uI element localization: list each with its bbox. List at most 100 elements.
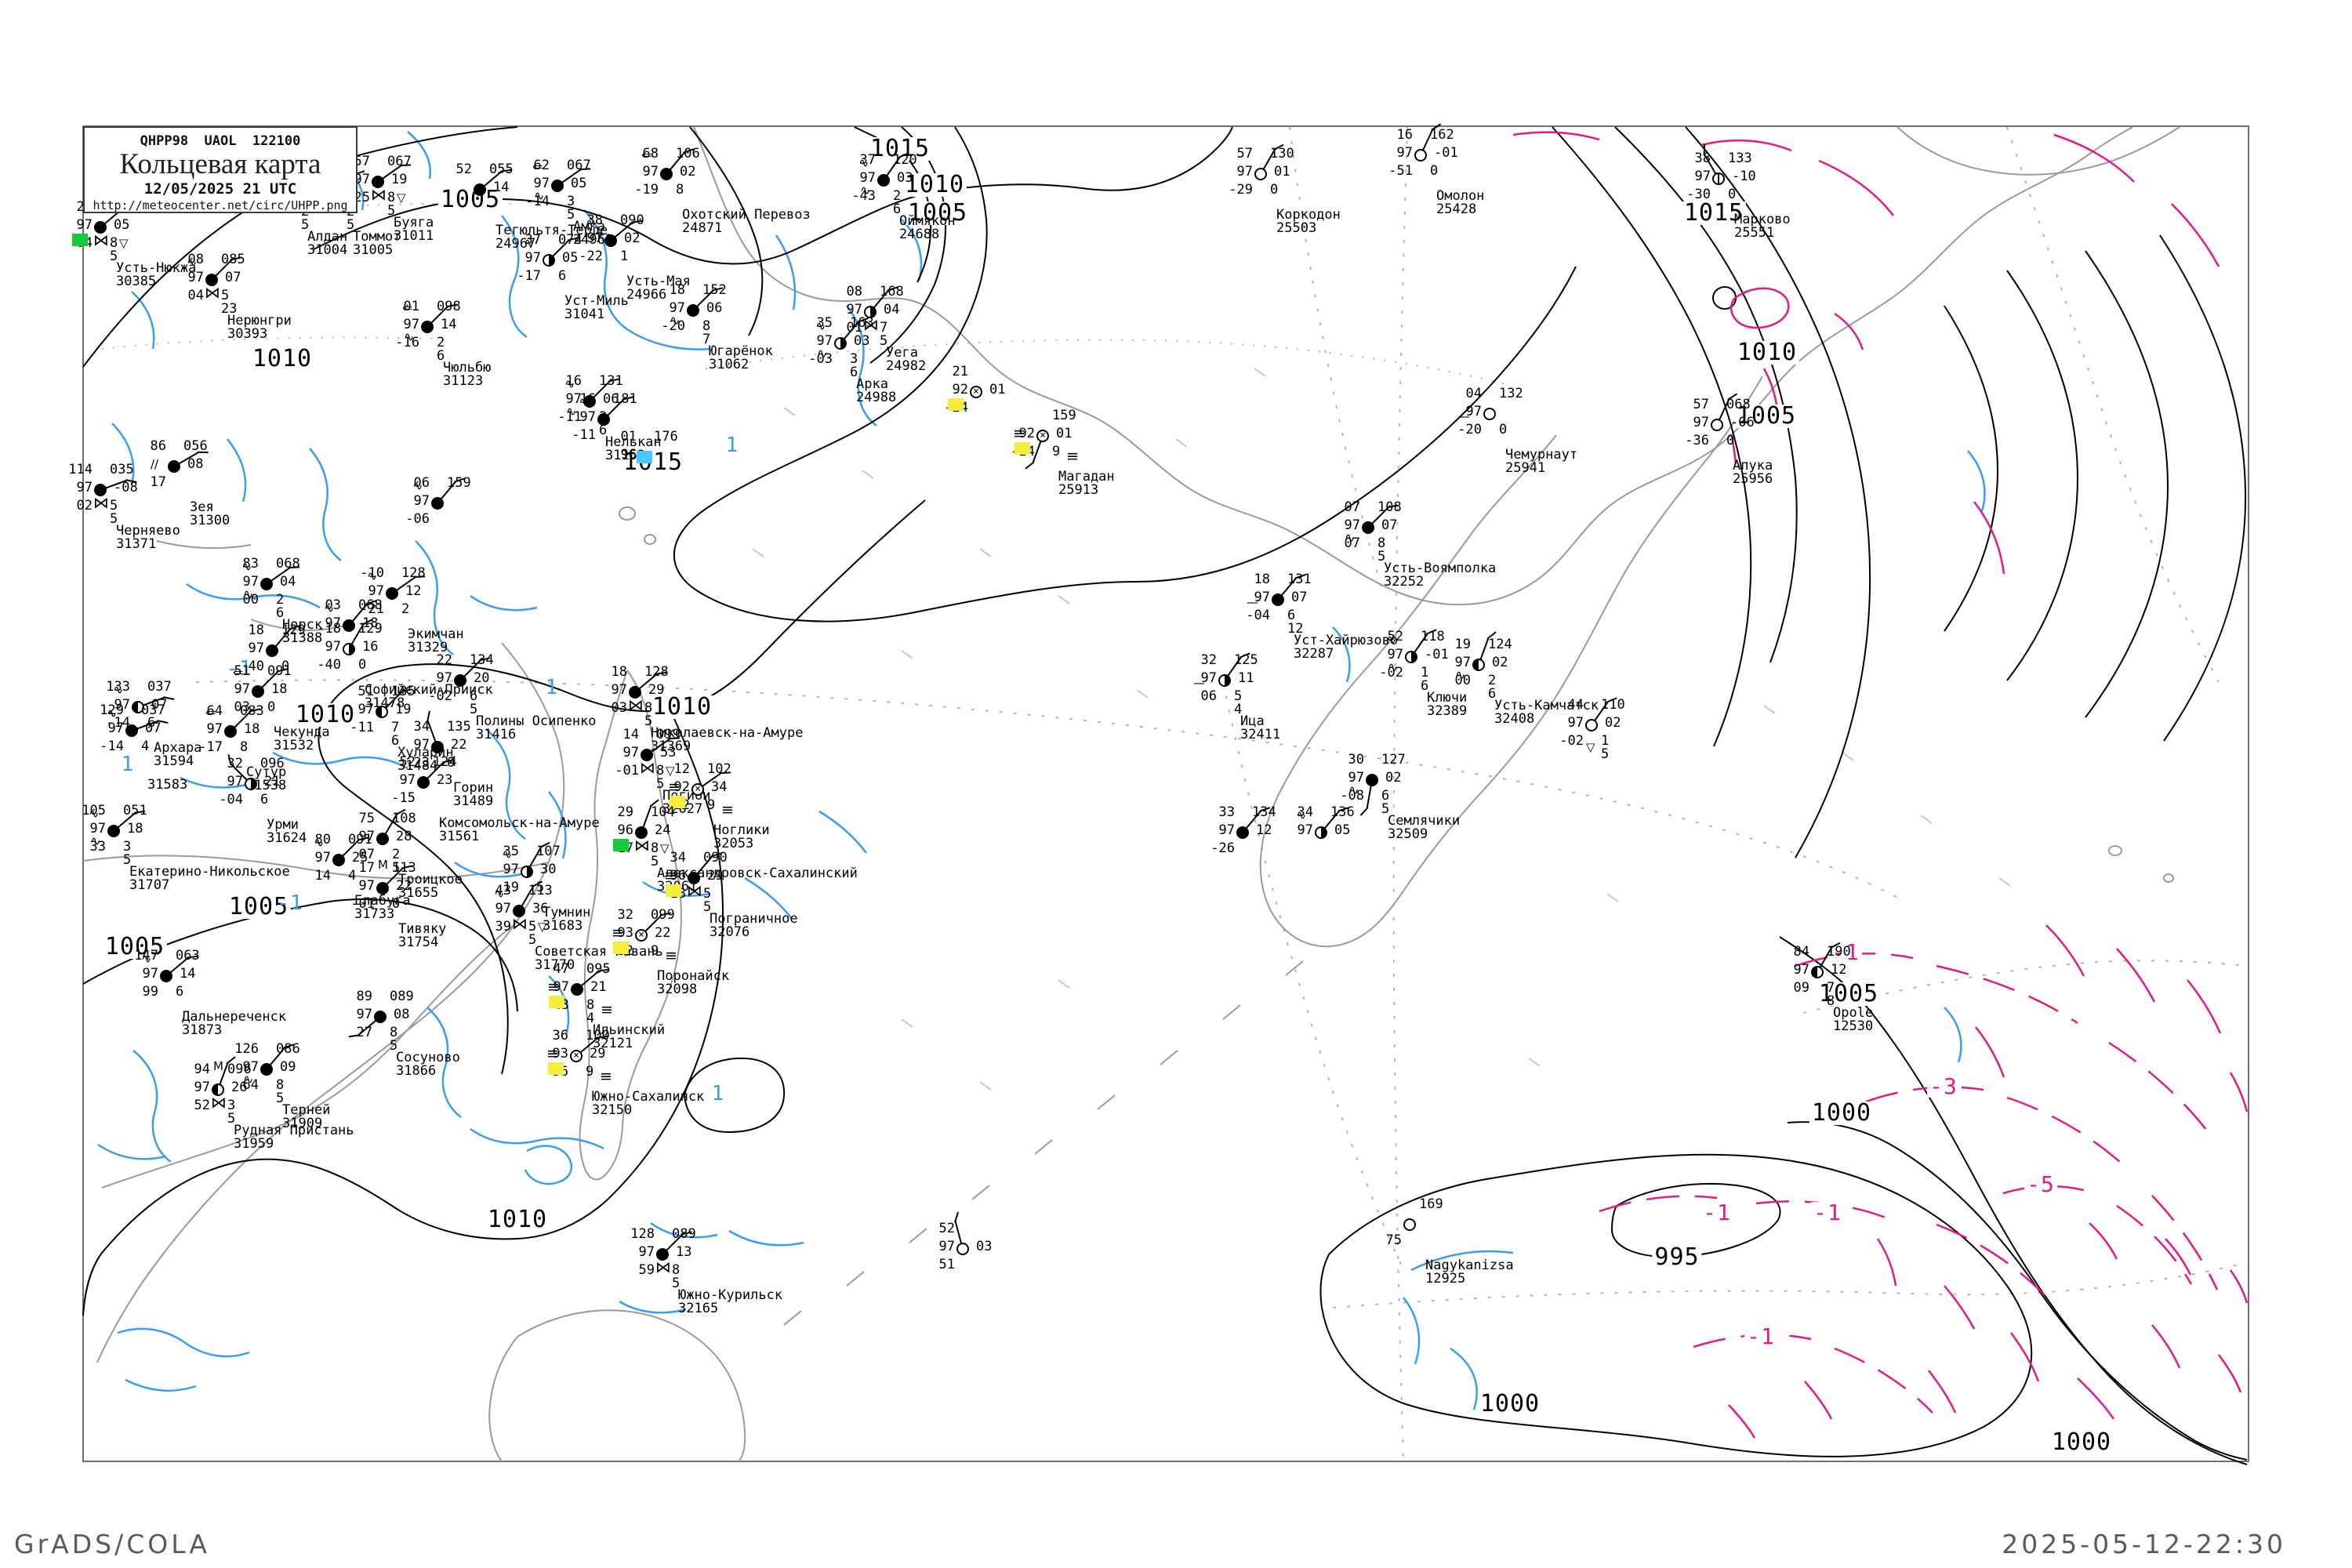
station-tendency: 34 xyxy=(711,779,728,795)
render-timestamp: 2025-05-12-22:30 xyxy=(2002,1529,2286,1559)
station-value-midleft: 97 xyxy=(611,682,627,698)
station-name: Ключи xyxy=(1427,690,1468,706)
coastlines xyxy=(82,126,2180,1462)
wx-symbol-hg: ⋈ xyxy=(628,695,644,714)
blue-contour-label: 1 xyxy=(711,1082,725,1105)
station-id: 32053 xyxy=(713,836,754,851)
station-name: Ильинский xyxy=(593,1022,666,1038)
wx-symbol-hg: ⋈ xyxy=(205,283,220,302)
station-tendency: 12 xyxy=(1256,822,1272,838)
station-tendency: 21 xyxy=(264,774,281,789)
station-name: Ица xyxy=(1240,713,1265,729)
station-value-topleft: 51 xyxy=(358,684,374,699)
station-tendency: -10 xyxy=(1732,169,1756,184)
station-value-botleft: -03 xyxy=(808,351,833,367)
station-name: Югарёнок xyxy=(709,343,773,359)
station-tendency: 01 xyxy=(989,382,1006,397)
station-value-botleft: 00 xyxy=(242,592,259,608)
station-circle xyxy=(834,337,847,350)
station-tendency: 18 xyxy=(244,721,260,737)
map-frame xyxy=(82,125,2249,1462)
station-value-midleft: 97 xyxy=(1218,822,1235,838)
station-tendency: 14 xyxy=(441,317,457,332)
station-value-b1: 5 xyxy=(1234,688,1243,704)
station-circle xyxy=(1405,651,1417,663)
station-pressure: 035 xyxy=(110,462,134,477)
station-circle xyxy=(94,484,107,496)
station-value-midleft: 97 xyxy=(1254,590,1270,605)
station-value-midleft: 97 xyxy=(206,721,223,737)
station-value-topleft: 52 xyxy=(399,754,416,770)
station-circle xyxy=(635,826,648,839)
station-circle xyxy=(551,180,564,192)
wx-symbol-hg: ⋈ xyxy=(655,1258,671,1276)
station-pressure: 168 xyxy=(880,284,904,299)
wx-symbol-wavy: ∿ xyxy=(502,847,513,862)
station-name: Амга xyxy=(573,219,605,234)
station-id: 31484 xyxy=(397,758,438,774)
station-value-b1: 8 xyxy=(651,840,659,856)
station-tendency: 07 xyxy=(225,270,241,285)
station-value-b2: 5 xyxy=(1601,746,1610,762)
station-circle xyxy=(260,1063,273,1076)
station-name: Буяга xyxy=(394,215,434,230)
station-circle xyxy=(260,578,273,590)
station-value-topleft: 44 xyxy=(1567,697,1584,713)
station-circle xyxy=(629,686,641,699)
station-value-topleft: 35 xyxy=(816,315,833,331)
station-value-b1: 6 xyxy=(558,268,567,284)
station-id: 32509 xyxy=(1388,826,1428,842)
station-id: 30385 xyxy=(116,274,157,289)
station-name: Чемурнаут xyxy=(1505,447,1578,463)
station-value-b2: 6 xyxy=(276,605,285,621)
wx-symbol-wavy: ∿ xyxy=(1296,808,1307,822)
station-value-botleft: -16 xyxy=(395,335,419,350)
station-value-topleft: 18 xyxy=(669,282,685,298)
bulletin-code: QHPP98 UAOL 122100 xyxy=(140,133,301,149)
station-value-botleft: -20 xyxy=(661,318,685,334)
station-value-b2: 4 xyxy=(586,1011,595,1026)
station-pressure: 096 xyxy=(260,756,285,771)
station-value-botleft: -23 xyxy=(405,755,430,771)
station-name: Усть-Мая xyxy=(626,274,691,289)
station-value-topleft: 75 xyxy=(358,811,375,826)
station-name: Коркодон xyxy=(1276,207,1341,223)
station-tendency: 19 xyxy=(395,702,412,717)
station-value-b2: 5 xyxy=(301,217,310,233)
station-pressure: 063 xyxy=(176,948,200,964)
station-value-midleft: 97 xyxy=(565,391,582,407)
station-value-midleft: 97 xyxy=(399,772,416,788)
station-name: Нерюнгри xyxy=(227,313,292,328)
station-value-topleft: 30 xyxy=(1348,752,1364,768)
station-tendency: 08 xyxy=(394,1007,410,1022)
station-value-b1: 0 xyxy=(358,657,367,673)
station-value-botleft: 02 xyxy=(76,498,93,514)
station-name: Тегюльтя-Терде xyxy=(495,223,608,238)
station-value-midleft: 97 xyxy=(242,1059,259,1075)
station-value-b2: 5 xyxy=(276,1091,285,1106)
wx-symbol-wavy: ∿ xyxy=(367,568,378,583)
station-value-b1: 2 xyxy=(392,847,401,862)
anomaly-contour-label: -1 xyxy=(1700,1202,1733,1224)
station-circle xyxy=(583,395,596,408)
wx-symbol-wavy2: ∿ xyxy=(534,188,545,203)
station-value-botleft: -04 xyxy=(219,792,243,808)
station-value-midleft: 97 xyxy=(234,681,250,697)
station-value-midleft: 97 xyxy=(1396,145,1413,161)
wx-symbol-eqR: ≡ xyxy=(1066,448,1079,465)
station-id: 31655 xyxy=(398,885,439,901)
station-value-b2: 6 xyxy=(599,423,608,438)
wx-symbol-arr: ⇐ xyxy=(532,159,543,174)
station-value-b2: 5 xyxy=(347,217,355,233)
station-value-topleft: 37 xyxy=(524,232,541,248)
station-value-b2: 5 xyxy=(880,333,888,349)
wx-symbol-dash: — xyxy=(1193,676,1205,690)
station-tendency: 04 xyxy=(884,302,900,318)
station-value-b2: 5 xyxy=(703,899,712,915)
station-value-midleft: 97 xyxy=(413,493,430,509)
wx-symbol-eqR: ≡ xyxy=(601,1001,613,1018)
isobar-label: 1000 xyxy=(1809,1102,1875,1125)
station-value-b2: 4 xyxy=(1234,702,1243,717)
station-value-b2: 5 xyxy=(1381,801,1390,817)
station-id: 31683 xyxy=(543,918,583,934)
